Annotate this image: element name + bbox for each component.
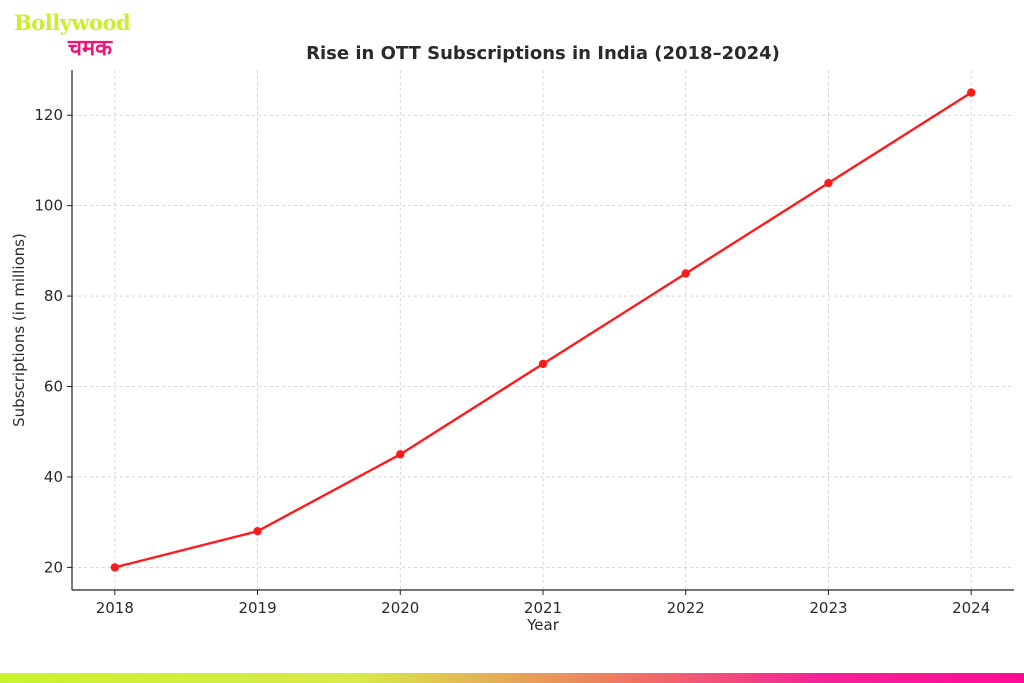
chart-title: Rise in OTT Subscriptions in India (2018…	[306, 43, 780, 64]
data-point	[681, 269, 690, 278]
y-ticks: 20 40 60 80 100 120	[34, 106, 72, 576]
y-tick-label: 100	[34, 197, 63, 215]
logo-devanagari-text: चमक	[68, 36, 113, 61]
data-point	[824, 178, 833, 188]
grid	[72, 70, 1014, 590]
data-point	[538, 359, 548, 369]
data-point	[966, 88, 976, 97]
data-point	[396, 450, 405, 459]
x-tick-label: 2018	[96, 599, 134, 617]
x-tick-label: 2024	[952, 599, 990, 617]
y-tick-label: 40	[44, 468, 63, 486]
series-layer	[110, 88, 976, 572]
x-ticks: 2018 2019 2020 2021 2022 2023 2024	[96, 590, 990, 617]
y-tick-label: 120	[34, 106, 63, 124]
x-tick-label: 2023	[809, 599, 847, 617]
y-tick-label: 60	[44, 378, 63, 396]
gradient-footer-bar	[0, 673, 1024, 683]
data-point	[110, 563, 120, 572]
x-tick-label: 2019	[238, 599, 276, 617]
y-tick-label: 20	[44, 558, 63, 576]
brand-logo: Bollywood चमक	[14, 10, 144, 61]
logo-latin-text: Bollywood	[14, 10, 131, 35]
y-axis-label: Subscriptions (in millions)	[10, 233, 28, 427]
y-tick-label: 80	[44, 287, 63, 305]
data-point	[253, 527, 262, 536]
x-tick-label: 2022	[667, 599, 705, 617]
x-tick-label: 2021	[524, 599, 562, 617]
x-tick-label: 2020	[381, 599, 419, 617]
x-axis-label: Year	[526, 616, 560, 634]
